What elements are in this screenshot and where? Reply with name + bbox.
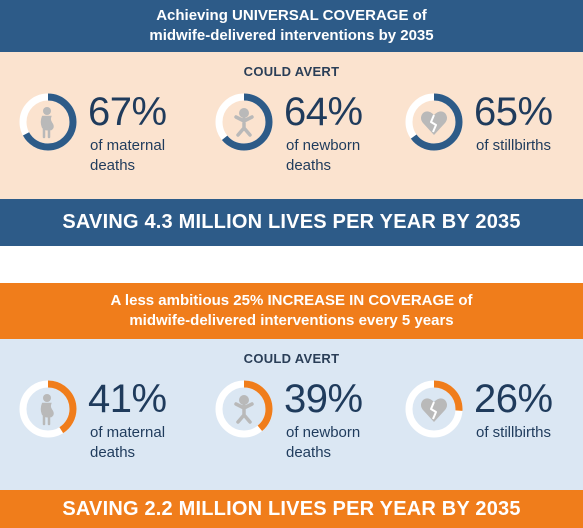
stillbirths-progress-ring <box>405 93 463 151</box>
newborn-progress-ring <box>215 93 273 151</box>
stat-value: 41% <box>88 377 167 421</box>
increase-coverage-panel: COULD AVERT 41% of maternal deaths 39% o… <box>0 339 583 490</box>
lives-saved-footer-2: SAVING 2.2 MILLION LIVES PER YEAR BY 203… <box>0 490 583 528</box>
header-line-2: midwife-delivered interventions every 5 … <box>129 312 454 329</box>
baby-icon <box>234 395 254 424</box>
ring-progress-arc <box>19 380 77 438</box>
stat-stillbirths: 26% of stillbirths <box>404 377 583 467</box>
stat-value: 67% <box>88 90 167 134</box>
stat-value: 26% <box>474 377 553 421</box>
stat-label: of maternal deaths <box>90 137 166 174</box>
stat-label: of stillbirths <box>476 137 552 154</box>
header-line-2: midwife-delivered interventions by 2035 <box>149 27 434 44</box>
stat-label: of maternal deaths <box>90 424 166 461</box>
maternal-progress-ring <box>19 93 77 151</box>
ring-progress-arc <box>19 93 77 151</box>
ring-progress-arc <box>405 380 463 438</box>
increase-coverage-header: A less ambitious 25% INCREASE IN COVERAG… <box>0 283 583 339</box>
stat-maternal-deaths: 67% of maternal deaths <box>18 90 208 180</box>
header-line-1: Achieving UNIVERSAL COVERAGE of <box>156 7 427 24</box>
stat-label: of newborn deaths <box>286 424 361 461</box>
broken-heart-icon <box>421 111 447 135</box>
pregnant-woman-icon <box>40 394 54 426</box>
ring-progress-arc <box>405 93 463 151</box>
stat-value: 64% <box>284 90 363 134</box>
broken-heart-icon <box>421 398 447 422</box>
stat-stillbirths: 65% of stillbirths <box>404 90 583 180</box>
header-line-1: A less ambitious 25% INCREASE IN COVERAG… <box>110 292 473 309</box>
stat-newborn-deaths: 39% of newborn deaths <box>214 377 404 467</box>
lives-saved-footer-1: SAVING 4.3 MILLION LIVES PER YEAR BY 203… <box>0 199 583 246</box>
baby-icon <box>234 108 254 137</box>
ring-progress-arc <box>215 93 273 151</box>
universal-coverage-header: Achieving UNIVERSAL COVERAGE of midwife-… <box>0 0 583 52</box>
could-avert-label: COULD AVERT <box>243 351 340 366</box>
could-avert-label: COULD AVERT <box>243 64 340 79</box>
stat-maternal-deaths: 41% of maternal deaths <box>18 377 208 467</box>
stat-label: of newborn deaths <box>286 137 361 174</box>
newborn-progress-ring <box>215 380 273 438</box>
stat-newborn-deaths: 64% of newborn deaths <box>214 90 404 180</box>
maternal-progress-ring <box>19 380 77 438</box>
pregnant-woman-icon <box>40 107 54 139</box>
stat-value: 65% <box>474 90 553 134</box>
stillbirths-progress-ring <box>405 380 463 438</box>
ring-progress-arc <box>215 380 273 438</box>
universal-coverage-panel: COULD AVERT 67% of maternal deaths 64% o… <box>0 52 583 199</box>
stat-value: 39% <box>284 377 363 421</box>
stat-label: of stillbirths <box>476 424 552 441</box>
